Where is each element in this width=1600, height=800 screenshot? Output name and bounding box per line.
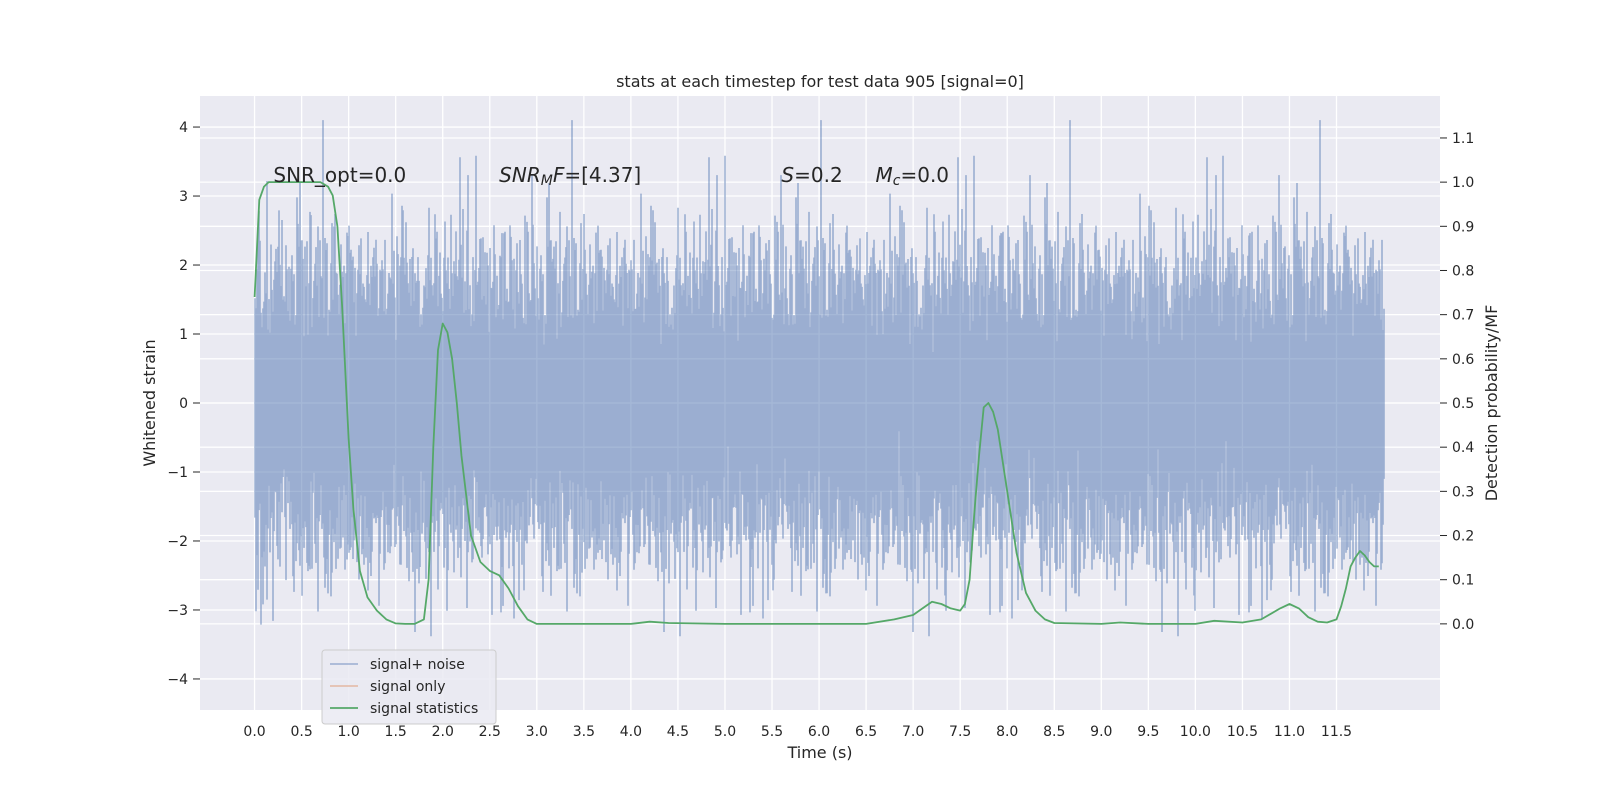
- x-tick-label: 0.0: [243, 724, 265, 740]
- signal-statistics-line: [253, 181, 1379, 625]
- signal-statistics-series: [253, 181, 1379, 625]
- y-tick-label: −4: [167, 672, 188, 688]
- x-tick-label: 5.5: [761, 724, 783, 740]
- x-tick-label: 3.0: [526, 724, 548, 740]
- x-tick-label: 1.5: [385, 724, 407, 740]
- x-tick-label: 1.0: [338, 724, 360, 740]
- x-tick-label: 0.5: [290, 724, 312, 740]
- stat-annotation: S=0.2: [781, 163, 842, 187]
- stat-annotation: SNRMF=[4.37]: [499, 163, 641, 189]
- y-tick-label: −1: [167, 465, 188, 481]
- y2-tick-label: 0.9: [1452, 219, 1474, 235]
- x-tick-label: 11.0: [1274, 724, 1305, 740]
- y2-tick-label: 0.1: [1452, 573, 1474, 589]
- y-tick-label: −3: [167, 603, 188, 619]
- legend-label-signal-noise: signal+ noise: [370, 657, 465, 673]
- y-axis-label: Whitened strain: [140, 339, 159, 466]
- x-tick-label: 5.0: [714, 724, 736, 740]
- x-axis-label: Time (s): [786, 743, 852, 762]
- y2-tick-label: 0.8: [1452, 263, 1474, 279]
- y-tick-label: 3: [179, 189, 188, 205]
- x-tick-label: 10.5: [1227, 724, 1258, 740]
- y-tick-label: 4: [179, 120, 188, 136]
- y-tick-label: 2: [179, 258, 188, 274]
- x-tick-label: 4.5: [667, 724, 689, 740]
- y2-axis-label: Detection probability/MF: [1482, 305, 1501, 502]
- y-tick-label: 0: [179, 396, 188, 412]
- signal-noise-series: [254, 120, 1385, 637]
- x-tick-label: 7.0: [902, 724, 924, 740]
- legend-label-signal-statistics: signal statistics: [370, 701, 478, 717]
- x-tick-label: 10.0: [1180, 724, 1211, 740]
- legend-box: [321, 649, 497, 725]
- stat-annotation: Mc=0.0: [876, 163, 950, 189]
- legend: signal+ noise signal only signal statist…: [321, 649, 497, 725]
- y2-tick-label: 0.2: [1452, 529, 1474, 545]
- x-tick-label: 9.0: [1090, 724, 1112, 740]
- stat-annotation: SNR_opt=0.0: [273, 163, 406, 187]
- x-tick-label: 6.5: [855, 724, 877, 740]
- y-axis-ticks: −4 −3 −2 −1 0 1 2 3 4: [167, 120, 200, 688]
- x-tick-label: 8.5: [1043, 724, 1065, 740]
- x-tick-label: 3.5: [573, 724, 595, 740]
- y2-tick-label: 1.1: [1452, 131, 1474, 147]
- x-tick-label: 2.5: [479, 724, 501, 740]
- x-tick-label: 6.0: [808, 724, 830, 740]
- x-tick-label: 8.0: [996, 724, 1018, 740]
- x-tick-label: 7.5: [949, 724, 971, 740]
- y2-tick-label: 1.0: [1452, 175, 1474, 191]
- chart-title: stats at each timestep for test data 905…: [616, 72, 1024, 91]
- x-tick-label: 9.5: [1137, 724, 1159, 740]
- x-tick-label: 2.0: [432, 724, 454, 740]
- y2-tick-label: 0.7: [1452, 308, 1474, 324]
- y2-tick-label: 0.3: [1452, 484, 1474, 500]
- annotations: SNR_opt=0.0 SNRMF=[4.37] S=0.2 Mc=0.0: [273, 163, 949, 189]
- x-tick-label: 11.5: [1321, 724, 1352, 740]
- y-tick-label: 1: [179, 327, 188, 343]
- x-tick-label: 4.0: [620, 724, 642, 740]
- y2-tick-label: 0.6: [1452, 352, 1474, 368]
- y-tick-label: −2: [167, 534, 188, 550]
- y2-tick-label: 0.4: [1452, 440, 1474, 456]
- y2-tick-label: 0.5: [1452, 396, 1474, 412]
- signal-noise-trace: [254, 120, 1385, 637]
- legend-label-signal-only: signal only: [370, 679, 445, 695]
- y2-tick-label: 0.0: [1452, 617, 1474, 633]
- y2-axis-ticks: 0.0 0.1 0.2 0.3 0.4 0.5 0.6 0.7 0.8 0.9 1.0 1.1: [1440, 131, 1474, 633]
- x-axis-ticks: 0.0 0.5 1.0 1.5 2.0 2.5 3.0 3.5 4.0 4.5 5.0 5.5 6.0 6…: [243, 724, 1352, 740]
